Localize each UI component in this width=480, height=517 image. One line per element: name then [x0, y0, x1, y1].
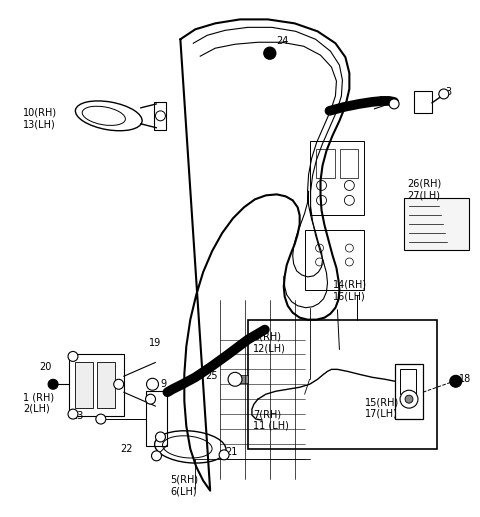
Bar	[310, 141, 364, 215]
Circle shape	[48, 379, 58, 389]
Bar	[395, 364, 423, 419]
Text: 25: 25	[205, 371, 218, 382]
Text: 24: 24	[276, 36, 288, 47]
Bar	[75, 362, 93, 408]
Text: 1 (RH)
2(LH): 1 (RH) 2(LH)	[23, 392, 54, 414]
Circle shape	[219, 450, 229, 460]
Text: 21: 21	[225, 447, 238, 457]
Bar	[340, 149, 358, 178]
Circle shape	[96, 414, 106, 424]
Circle shape	[156, 111, 166, 121]
Circle shape	[439, 89, 449, 99]
Text: 10(RH)
13(LH): 10(RH) 13(LH)	[23, 108, 58, 129]
Text: 15(RH)
17(LH): 15(RH) 17(LH)	[365, 397, 399, 419]
Bar	[69, 355, 124, 416]
Text: 23: 23	[71, 411, 84, 421]
Text: 5(RH)
6(LH): 5(RH) 6(LH)	[170, 475, 199, 496]
Text: 7(RH)
11 (LH): 7(RH) 11 (LH)	[253, 409, 289, 431]
Circle shape	[68, 409, 78, 419]
Circle shape	[114, 379, 124, 389]
Text: 8(RH)
12(LH): 8(RH) 12(LH)	[253, 331, 286, 353]
Bar	[404, 199, 468, 250]
Text: 4: 4	[376, 96, 383, 106]
Text: 9: 9	[160, 379, 167, 389]
Circle shape	[400, 390, 418, 408]
Text: 18: 18	[459, 374, 471, 384]
Text: 26(RH)
27(LH): 26(RH) 27(LH)	[407, 178, 441, 200]
Text: 22: 22	[120, 444, 133, 454]
Text: 3: 3	[446, 87, 452, 97]
Bar	[305, 230, 364, 290]
Circle shape	[450, 375, 462, 387]
Bar	[240, 375, 248, 383]
Bar	[97, 362, 115, 408]
Text: 14(RH)
16(LH): 14(RH) 16(LH)	[333, 280, 367, 301]
Circle shape	[145, 394, 156, 404]
Circle shape	[68, 352, 78, 361]
Circle shape	[146, 378, 158, 390]
Circle shape	[264, 47, 276, 59]
Bar	[400, 369, 416, 394]
Circle shape	[152, 451, 161, 461]
Text: 20: 20	[39, 362, 51, 372]
Text: 19: 19	[148, 338, 161, 347]
Bar	[145, 391, 168, 446]
Bar	[414, 91, 432, 113]
Circle shape	[228, 372, 242, 386]
Circle shape	[156, 432, 166, 442]
Circle shape	[405, 395, 413, 403]
Bar	[315, 149, 336, 178]
Bar	[155, 102, 167, 130]
Circle shape	[389, 99, 399, 109]
Bar	[248, 320, 437, 449]
